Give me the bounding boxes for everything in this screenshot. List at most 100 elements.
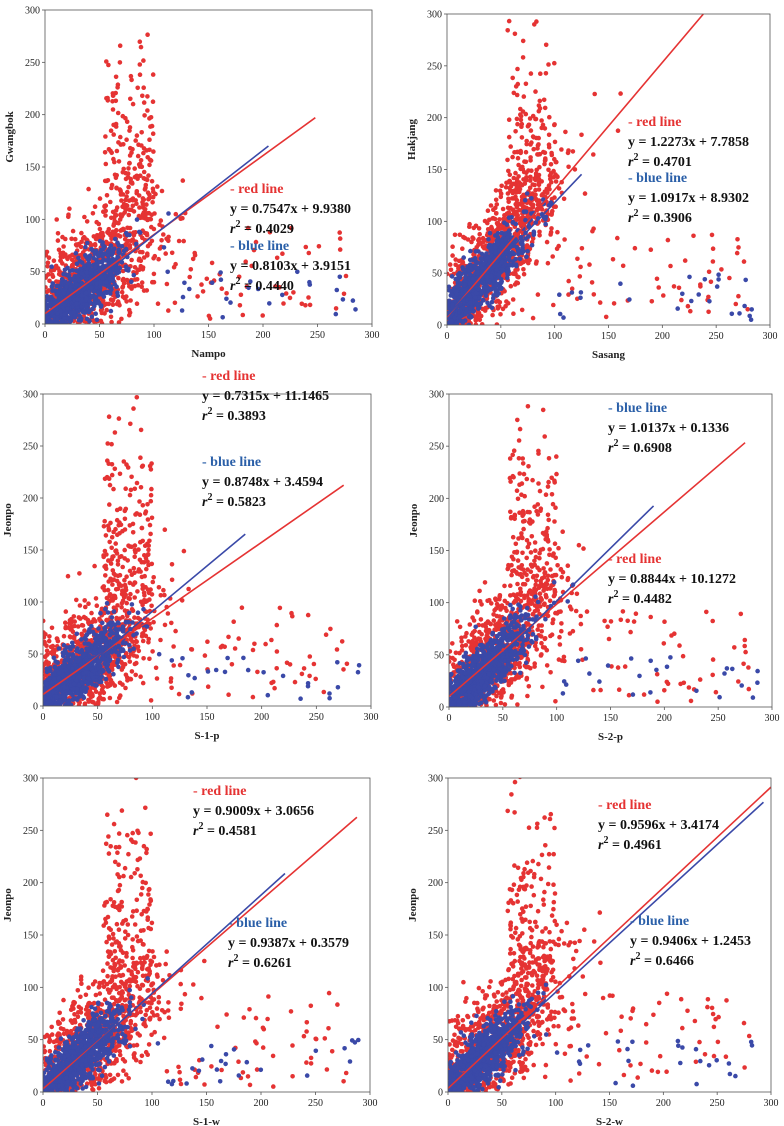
red-point bbox=[343, 273, 349, 279]
blue-point bbox=[209, 280, 215, 286]
red-point bbox=[116, 159, 122, 164]
red-point bbox=[102, 311, 107, 316]
red-point bbox=[127, 225, 133, 231]
blue-point bbox=[70, 268, 75, 273]
red-point bbox=[73, 236, 78, 242]
red-point bbox=[118, 192, 124, 197]
red-point bbox=[58, 258, 63, 263]
red-point bbox=[493, 188, 499, 193]
red-point bbox=[155, 184, 160, 189]
red-point bbox=[112, 159, 117, 165]
red-point bbox=[147, 137, 152, 142]
blue-point bbox=[87, 263, 92, 268]
red-point bbox=[260, 313, 266, 318]
blue-point bbox=[108, 308, 114, 314]
blue-point bbox=[45, 298, 48, 304]
red-point bbox=[120, 226, 126, 232]
red-point bbox=[517, 186, 523, 192]
blue-point bbox=[129, 279, 134, 285]
blue-point bbox=[267, 301, 272, 306]
red-point bbox=[50, 272, 55, 278]
red-point bbox=[117, 60, 123, 65]
y-tick-label: 200 bbox=[25, 110, 40, 121]
red-point bbox=[58, 250, 63, 256]
red-point bbox=[140, 267, 146, 272]
red-point bbox=[149, 212, 154, 218]
red-point bbox=[450, 253, 455, 258]
red-point bbox=[139, 164, 145, 170]
red-point bbox=[477, 317, 483, 323]
red-point bbox=[84, 219, 90, 224]
red-point bbox=[553, 179, 559, 184]
red-point bbox=[151, 255, 156, 261]
red-point bbox=[143, 182, 149, 188]
red-point bbox=[124, 137, 129, 142]
red-point bbox=[507, 172, 513, 177]
red-point bbox=[482, 218, 488, 224]
blue-point bbox=[74, 268, 79, 274]
red-point bbox=[108, 148, 113, 154]
red-point bbox=[118, 134, 123, 140]
red-point bbox=[172, 300, 178, 306]
red-point bbox=[180, 178, 186, 183]
red-point bbox=[127, 153, 133, 158]
red-point bbox=[133, 138, 138, 143]
red-point bbox=[108, 297, 114, 303]
red-point bbox=[245, 225, 251, 231]
red-point bbox=[124, 294, 129, 299]
red-point bbox=[465, 237, 471, 242]
red-point bbox=[138, 44, 144, 50]
red-point bbox=[169, 250, 175, 256]
red-point bbox=[123, 242, 128, 247]
red-point bbox=[120, 284, 126, 289]
red-point bbox=[135, 153, 141, 159]
red-point bbox=[164, 236, 169, 242]
blue-point bbox=[182, 280, 187, 286]
blue-point bbox=[109, 287, 114, 293]
red-point bbox=[159, 188, 165, 194]
red-point bbox=[109, 182, 115, 188]
red-point bbox=[447, 271, 450, 277]
red-point bbox=[158, 218, 164, 223]
red-point bbox=[479, 322, 485, 325]
red-point bbox=[477, 231, 483, 237]
red-point bbox=[147, 157, 153, 163]
red-point bbox=[45, 285, 48, 290]
red-point bbox=[497, 217, 502, 222]
red-point bbox=[46, 288, 52, 293]
red-point bbox=[106, 230, 111, 236]
blue-point bbox=[137, 229, 142, 235]
red-point bbox=[137, 267, 142, 273]
red-point bbox=[60, 234, 65, 240]
blue-point bbox=[49, 300, 54, 306]
red-point bbox=[151, 149, 156, 154]
red-point bbox=[134, 189, 140, 194]
red-point bbox=[493, 299, 499, 304]
red-point bbox=[147, 162, 152, 168]
red-point bbox=[251, 247, 257, 253]
red-point bbox=[119, 198, 124, 203]
red-point bbox=[98, 318, 104, 324]
blue-point bbox=[86, 256, 92, 262]
red-point bbox=[592, 91, 597, 97]
red-point bbox=[145, 32, 150, 37]
blue-point bbox=[108, 248, 113, 253]
blue-point bbox=[93, 294, 99, 300]
red-point bbox=[103, 134, 108, 139]
red-point bbox=[499, 183, 505, 189]
red-point bbox=[448, 267, 454, 273]
red-point bbox=[106, 301, 112, 307]
blue-point bbox=[97, 266, 103, 272]
red-point bbox=[236, 274, 242, 280]
blue-point bbox=[65, 306, 70, 311]
red-point bbox=[219, 286, 225, 292]
red-point bbox=[104, 178, 110, 184]
blue-point bbox=[100, 276, 105, 281]
red-point bbox=[469, 239, 474, 245]
red-point bbox=[97, 226, 103, 232]
red-point bbox=[70, 228, 76, 234]
blue-point bbox=[255, 286, 261, 292]
blue-point bbox=[89, 246, 94, 252]
red-point bbox=[173, 211, 179, 217]
